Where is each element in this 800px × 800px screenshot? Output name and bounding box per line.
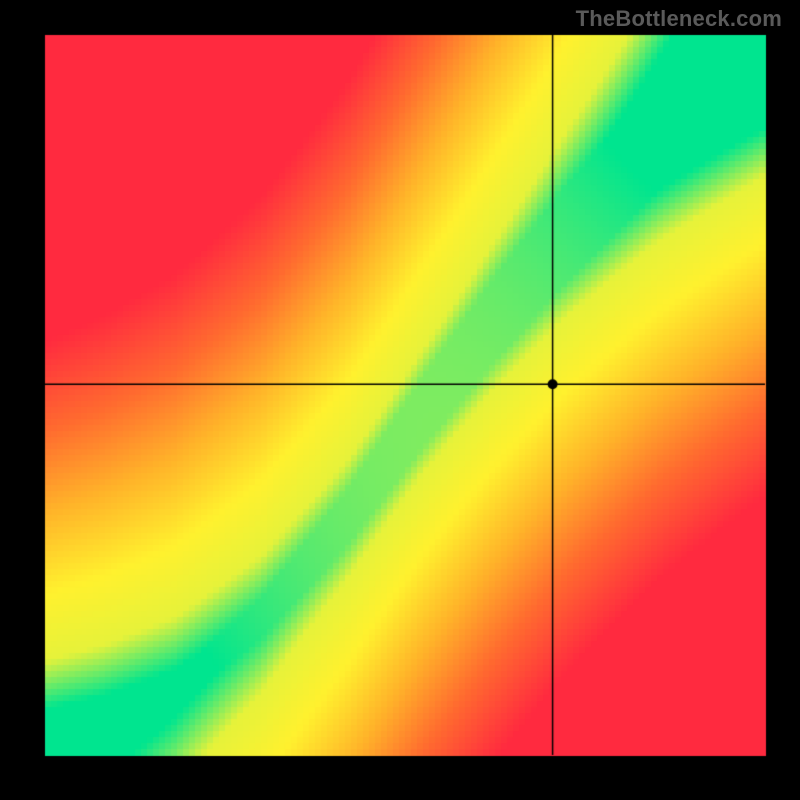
watermark-text: TheBottleneck.com bbox=[576, 6, 782, 32]
bottleneck-heatmap bbox=[0, 0, 800, 800]
chart-container: TheBottleneck.com bbox=[0, 0, 800, 800]
